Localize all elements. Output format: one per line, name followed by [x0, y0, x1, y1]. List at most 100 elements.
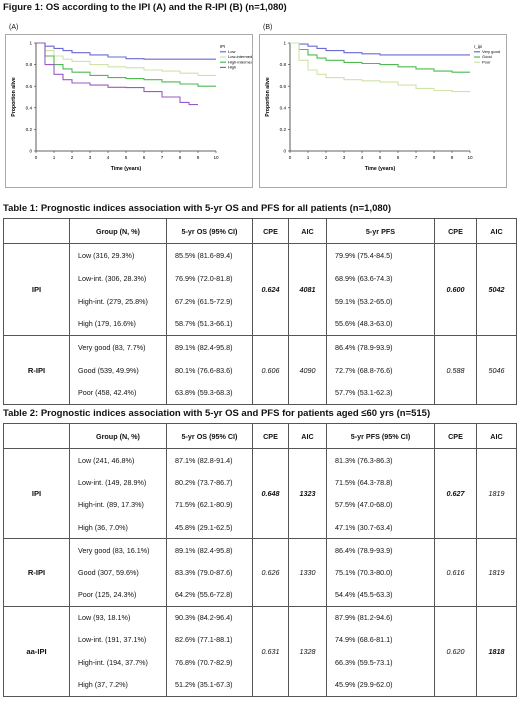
group-cell: Low-int. (191, 37.1%)	[69, 628, 167, 651]
table-row: Low-int. (149, 28.9%) 80.2% (73.7-86.7) 71…	[4, 471, 517, 494]
panel-label-b: (B)	[263, 24, 273, 31]
table-row: aa-IPI Low (93, 18.1%) 90.3% (84.2-96.4) 0.…	[3, 605, 517, 697]
column-header: CPE	[434, 218, 477, 244]
x-axis-label: Time (years)	[365, 166, 396, 172]
group-cell: Low-int. (306, 28.3%)	[69, 266, 167, 290]
column-header: 5-yr OS (95% CI)	[166, 423, 253, 449]
x-tick-label: 9	[197, 155, 200, 160]
pfs-aic-cell: 1818	[476, 605, 517, 697]
series-line-low-intermediate	[36, 42, 216, 76]
y-tick-label: 0.2	[280, 127, 287, 132]
column-header: AIC	[476, 423, 517, 449]
pfs-cpe-cell: 0.616	[434, 538, 477, 607]
table2: Group (N, %) 5-yr OS (95% CI) CPE AIC 5-yr P…	[3, 423, 517, 697]
table-row: Low-int. (306, 28.3%) 76.9% (72.0-81.8) 68…	[4, 266, 517, 290]
os-value-cell: 51.2% (35.1-67.3)	[166, 673, 253, 697]
index-name-cell: IPI	[3, 243, 70, 336]
pfs-value-cell: 74.9% (68.6-81.1)	[326, 628, 435, 651]
column-header: AIC	[288, 218, 327, 244]
x-tick-label: 0	[289, 155, 292, 160]
pfs-cpe-cell: 0.588	[434, 335, 477, 405]
legend-entry: Very good	[482, 49, 500, 54]
pfs-value-cell: 75.1% (70.3-80.0)	[326, 561, 435, 584]
legend-entry: High-intermediate	[228, 59, 252, 64]
x-tick-label: 1	[307, 155, 310, 160]
table-row: High-int. (89, 17.3%) 71.5% (62.1-80.9) 57…	[4, 493, 517, 516]
km-panel-b: (B) 0 0.2 0.4 0.6 0.8 1 0 1 2 3 4 5 6 7 8 9 10 Time (year…	[257, 22, 509, 190]
pfs-aic-cell: 1819	[476, 538, 517, 607]
x-tick-label: 7	[415, 155, 418, 160]
pfs-value-cell: 71.5% (64.3-78.8)	[326, 471, 435, 494]
y-tick-label: 0.6	[280, 84, 287, 89]
series-line-good	[290, 42, 470, 73]
group-cell: High (36, 7.0%)	[69, 516, 167, 539]
table2-title: Table 2: Prognostic indices association …	[3, 408, 431, 419]
table-row: IPI Low (316, 29.3%) 85.5% (81.6-89.4) 0.62…	[3, 243, 517, 336]
km-plot-frame-b: 0 0.2 0.4 0.6 0.8 1 0 1 2 3 4 5 6 7 8 9 10 Time (years) Pr…	[259, 34, 507, 188]
table-row: Low-int. (191, 37.1%) 82.6% (77.1-88.1) 74…	[4, 628, 517, 651]
x-tick-label: 8	[433, 155, 436, 160]
column-header: Group (N, %)	[69, 218, 167, 244]
column-header	[3, 218, 70, 244]
table-row: High-int. (194, 37.7%) 76.8% (70.7-82.9) 6…	[4, 651, 517, 674]
os-value-cell: 90.3% (84.2-96.4)	[166, 605, 253, 629]
os-value-cell: 76.9% (72.0-81.8)	[166, 266, 253, 290]
y-tick-label: 0.8	[26, 62, 33, 67]
group-cell: Low (241, 46.8%)	[69, 448, 167, 471]
x-tick-label: 1	[53, 155, 56, 160]
os-value-cell: 85.5% (81.6-89.4)	[166, 243, 253, 267]
os-aic-cell: 1323	[288, 448, 327, 539]
table-row: R-IPI Very good (83, 16.1%) 89.1% (82.4-95…	[3, 538, 517, 607]
header-row: Group (N, %) 5-yr OS (95% CI) CPE AIC 5-yr P…	[3, 423, 517, 449]
pfs-value-cell: 59.1% (53.2-65.0)	[326, 289, 435, 313]
x-tick-label: 9	[451, 155, 454, 160]
pfs-value-cell: 54.4% (45.5-63.3)	[326, 583, 435, 607]
group-cell: Low (93, 18.1%)	[69, 605, 167, 629]
series-line-low	[36, 42, 216, 60]
x-tick-label: 6	[397, 155, 400, 160]
pfs-cpe-cell: 0.620	[434, 605, 477, 697]
os-value-cell: 76.8% (70.7-82.9)	[166, 651, 253, 674]
pfs-value-cell: 79.9% (75.4-84.5)	[326, 243, 435, 267]
x-tick-label: 7	[161, 155, 164, 160]
column-header: AIC	[476, 218, 517, 244]
x-tick-label: 3	[89, 155, 92, 160]
pfs-value-cell: 72.7% (68.8-76.6)	[326, 358, 435, 382]
table-row: High-int. (279, 25.8%) 67.2% (61.5-72.9) 5…	[4, 289, 517, 313]
pfs-value-cell: 57.5% (47.0-68.0)	[326, 493, 435, 516]
pfs-value-cell: 81.3% (76.3-86.3)	[326, 448, 435, 471]
column-header: 5-yr PFS (95% CI)	[326, 423, 435, 449]
index-name-cell: aa-IPI	[3, 605, 70, 697]
os-value-cell: 71.5% (62.1-80.9)	[166, 493, 253, 516]
os-cpe-cell: 0.606	[252, 335, 289, 405]
os-value-cell: 64.2% (55.6-72.8)	[166, 583, 253, 607]
group-cell: High (37, 7.2%)	[69, 673, 167, 697]
index-name-cell: R-IPI	[3, 335, 70, 405]
os-aic-cell: 1328	[288, 605, 327, 697]
y-tick-label: 0.6	[26, 84, 33, 89]
pfs-aic-cell: 1819	[476, 448, 517, 539]
legend-entry: Low-intermediate	[228, 54, 252, 59]
series-line-very-good	[290, 42, 470, 56]
pfs-value-cell: 66.3% (59.5-73.1)	[326, 651, 435, 674]
column-header: AIC	[288, 423, 327, 449]
os-value-cell: 89.1% (82.4-95.8)	[166, 335, 253, 359]
group-cell: High-int. (89, 17.3%)	[69, 493, 167, 516]
x-tick-label: 5	[379, 155, 382, 160]
index-name-cell: IPI	[3, 448, 70, 539]
y-tick-label: 0	[283, 149, 286, 154]
table-row: High (36, 7.0%) 45.8% (29.1-62.5) 47.1% (3…	[4, 516, 517, 539]
y-axis-label: Proportion alive	[265, 77, 271, 117]
group-cell: Low (316, 29.3%)	[69, 243, 167, 267]
series-line-high	[36, 42, 198, 106]
km-panel-a: (A) 0 0.2 0.4 0.6 0.8 1 0 1 2 3 4 5 6 7 8 9 10 Time (year…	[3, 22, 255, 190]
group-cell: Very good (83, 7.7%)	[69, 335, 167, 359]
table-row: Good (307, 59.6%) 83.3% (79.0-87.6) 75.1% …	[4, 561, 517, 584]
pfs-value-cell: 86.4% (78.9-93.9)	[326, 335, 435, 359]
os-value-cell: 89.1% (82.4-95.8)	[166, 538, 253, 561]
group-cell: Low-int. (149, 28.9%)	[69, 471, 167, 494]
x-tick-label: 4	[107, 155, 110, 160]
pfs-value-cell: 55.6% (48.3-63.0)	[326, 312, 435, 336]
os-value-cell: 80.2% (73.7-86.7)	[166, 471, 253, 494]
